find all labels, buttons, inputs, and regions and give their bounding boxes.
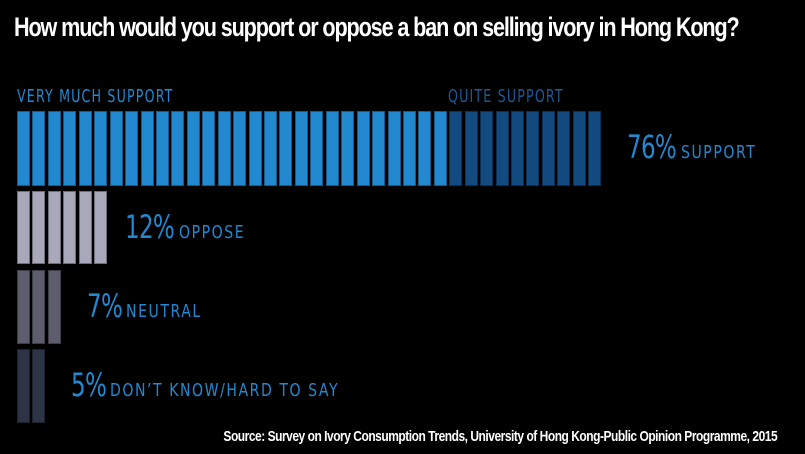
bar-segment bbox=[109, 111, 123, 186]
bar-segment bbox=[541, 111, 555, 186]
bar-segment bbox=[32, 349, 46, 423]
bar-segment bbox=[94, 111, 108, 186]
oppose-pct: 12% bbox=[125, 208, 175, 246]
bar-segment bbox=[356, 111, 370, 186]
bar-segment bbox=[495, 111, 509, 186]
bar-segment bbox=[557, 111, 571, 186]
bar-segment bbox=[526, 111, 540, 186]
bar-oppose bbox=[17, 191, 110, 264]
bar-segment bbox=[32, 191, 46, 264]
bar-segment bbox=[47, 191, 61, 264]
bar-segment bbox=[387, 111, 401, 186]
bar-segment bbox=[186, 111, 200, 186]
bar-segment bbox=[17, 111, 30, 186]
bar-segment bbox=[217, 111, 231, 186]
bar-segment bbox=[572, 111, 586, 186]
bar-segment bbox=[32, 270, 46, 344]
bar-segment bbox=[32, 111, 46, 186]
bar-segment bbox=[155, 111, 169, 186]
bar-segment bbox=[94, 191, 108, 264]
dont-know-value-label: 5% DON’T KNOW/HARD TO SAY bbox=[71, 366, 404, 404]
neutral-value-label: 7% NEUTRAL bbox=[87, 287, 223, 325]
oppose-desc: OPPOSE bbox=[179, 222, 246, 243]
bar-segment bbox=[47, 270, 61, 344]
bar-segment bbox=[125, 111, 139, 186]
bar-segment bbox=[233, 111, 247, 186]
bar-segment bbox=[171, 111, 185, 186]
bar-segment bbox=[63, 111, 77, 186]
bar-segment bbox=[78, 191, 92, 264]
bar-segment bbox=[17, 191, 30, 264]
bar-segment bbox=[310, 111, 324, 186]
support-desc: SUPPORT bbox=[681, 142, 757, 163]
dont-know-pct: 5% bbox=[71, 366, 107, 404]
bar-neutral bbox=[17, 270, 63, 344]
neutral-pct: 7% bbox=[87, 287, 123, 325]
bar-segment bbox=[372, 111, 386, 186]
bar-dont-know bbox=[17, 349, 48, 423]
bar-segment bbox=[140, 111, 154, 186]
legend-very-much-support: VERY MUCH SUPPORT bbox=[17, 86, 174, 107]
support-value-label: 76% SUPPORT bbox=[627, 128, 778, 166]
bar-segment bbox=[63, 191, 77, 264]
bar-segment bbox=[248, 111, 262, 186]
bar-segment bbox=[17, 349, 30, 423]
bar-segment bbox=[264, 111, 277, 186]
dont-know-desc: DON’T KNOW/HARD TO SAY bbox=[109, 380, 339, 401]
bar-segment bbox=[279, 111, 293, 186]
bar-segment bbox=[341, 111, 355, 186]
bar-segment bbox=[433, 111, 447, 186]
support-pct: 76% bbox=[627, 128, 677, 166]
neutral-desc: NEUTRAL bbox=[125, 301, 202, 322]
bar-segment bbox=[480, 111, 494, 186]
chart-title: How much would you support or oppose a b… bbox=[14, 12, 740, 42]
bar-segment bbox=[511, 111, 524, 186]
bar-support bbox=[17, 111, 604, 186]
bar-segment bbox=[202, 111, 216, 186]
bar-segment bbox=[325, 111, 339, 186]
legend-quite-support: QUITE SUPPORT bbox=[448, 86, 564, 107]
bar-segment bbox=[464, 111, 478, 186]
bar-segment bbox=[588, 111, 602, 186]
bar-segment bbox=[47, 111, 61, 186]
bar-segment bbox=[418, 111, 432, 186]
bar-segment bbox=[17, 270, 30, 344]
source-note: Source: Survey on Ivory Consumption Tren… bbox=[223, 428, 777, 445]
bar-segment bbox=[78, 111, 92, 186]
oppose-value-label: 12% OPPOSE bbox=[125, 208, 264, 246]
bar-segment bbox=[449, 111, 463, 186]
bar-segment bbox=[294, 111, 308, 186]
bar-segment bbox=[402, 111, 416, 186]
